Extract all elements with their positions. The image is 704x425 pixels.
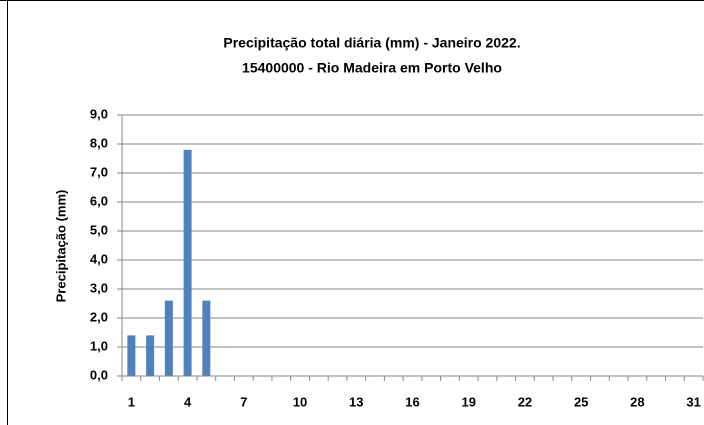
x-tick-label: 16: [405, 394, 419, 409]
x-tick-label: 4: [184, 394, 192, 409]
bar: [164, 300, 173, 376]
bar: [183, 149, 192, 376]
y-tick-label: 4,0: [90, 251, 108, 266]
chart-subtitle: 15400000 - Rio Madeira em Porto Velho: [242, 60, 502, 76]
x-tick-label: 22: [518, 394, 532, 409]
x-tick-label: 28: [630, 394, 644, 409]
x-tick-label: 19: [461, 394, 475, 409]
chart-title: Precipitação total diária (mm) - Janeiro…: [223, 35, 520, 51]
x-tick-label: 13: [349, 394, 363, 409]
bar: [146, 335, 155, 376]
y-tick-label: 8,0: [90, 135, 108, 150]
x-tick-label: 31: [686, 394, 700, 409]
y-axis-label: Precipitação (mm): [53, 190, 68, 303]
x-tick-label: 25: [574, 394, 588, 409]
y-tick-label: 0,0: [90, 367, 108, 382]
y-tick-label: 7,0: [90, 164, 108, 179]
y-tick-label: 2,0: [90, 309, 108, 324]
y-tick-label: 6,0: [90, 193, 108, 208]
y-tick-label: 3,0: [90, 280, 108, 295]
y-tick-label: 9,0: [90, 106, 108, 121]
x-tick-label: 10: [293, 394, 307, 409]
bar: [127, 335, 136, 376]
bar: [202, 300, 211, 376]
x-tick-label: 7: [240, 394, 247, 409]
y-tick-label: 5,0: [90, 222, 108, 237]
y-tick-label: 1,0: [90, 338, 108, 353]
x-tick-label: 1: [128, 394, 135, 409]
